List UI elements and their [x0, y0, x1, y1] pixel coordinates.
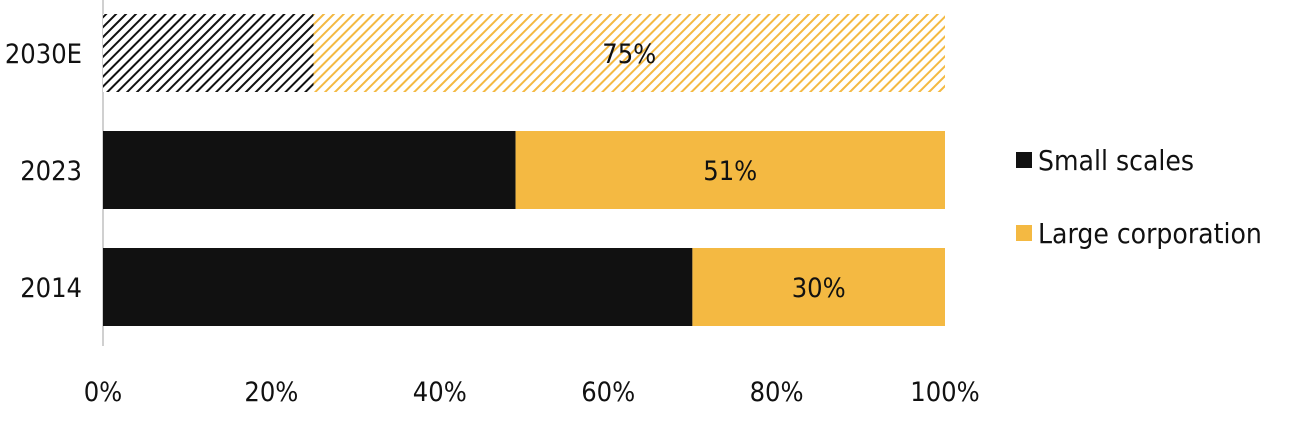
- data-label-2014: 30%: [792, 273, 846, 304]
- legend-swatch-large-corporation: [1016, 225, 1032, 241]
- category-label-2030e: 2030E: [5, 39, 82, 70]
- x-tick-label-100pct: 100%: [910, 377, 979, 408]
- x-tick-label-0pct: 0%: [84, 377, 123, 408]
- legend-label-large-corporation: Large corporation: [1038, 217, 1262, 250]
- bar-2023-small-scales: [103, 131, 516, 209]
- category-label-2023: 2023: [20, 156, 82, 187]
- bar-2023-large-corporation: [515, 131, 945, 209]
- bars-group: [103, 14, 945, 326]
- data-labels-group: 75% 51% 30%: [602, 39, 845, 304]
- x-tick-label-80pct: 80%: [750, 377, 804, 408]
- x-tick-label-40pct: 40%: [413, 377, 467, 408]
- x-tick-label-20pct: 20%: [244, 377, 298, 408]
- bar-2030e-small-scales: [103, 14, 314, 92]
- legend: Small scales Large corporation: [1016, 144, 1262, 250]
- bar-2014-large-corporation: [692, 248, 945, 326]
- bar-2030e-large-corporation: [313, 14, 945, 92]
- category-labels-group: 2030E 2023 2014: [5, 39, 82, 304]
- legend-swatch-small-scales: [1016, 152, 1032, 168]
- x-tick-labels-group: 0% 20% 40% 60% 80% 100%: [84, 377, 980, 408]
- x-tick-label-60pct: 60%: [581, 377, 635, 408]
- legend-label-small-scales: Small scales: [1038, 144, 1194, 177]
- data-label-2030e: 75%: [602, 39, 656, 70]
- data-label-2023: 51%: [703, 156, 757, 187]
- category-label-2014: 2014: [20, 273, 82, 304]
- bar-2014-small-scales: [103, 248, 693, 326]
